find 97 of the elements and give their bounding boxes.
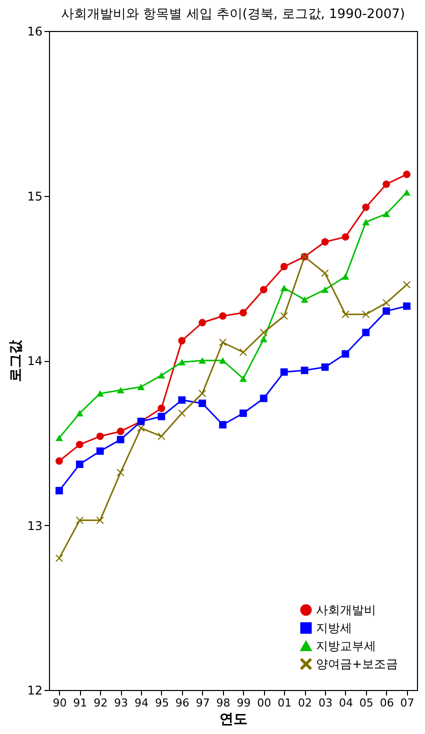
point bbox=[403, 189, 410, 196]
legend-label: 양여금+보조금 bbox=[316, 657, 398, 671]
y-axis-title: 로그값 bbox=[8, 339, 24, 382]
point bbox=[280, 262, 288, 270]
point bbox=[56, 457, 63, 465]
x-tick-label: 98 bbox=[216, 696, 230, 710]
point bbox=[321, 238, 329, 246]
point bbox=[198, 357, 206, 364]
point bbox=[382, 307, 390, 315]
point bbox=[382, 210, 390, 218]
point bbox=[96, 516, 104, 524]
point bbox=[342, 273, 350, 280]
point bbox=[280, 368, 288, 376]
point bbox=[342, 310, 350, 318]
point bbox=[178, 337, 186, 344]
point bbox=[219, 357, 226, 364]
point bbox=[300, 296, 308, 303]
x-tick-label: 94 bbox=[134, 696, 148, 710]
point bbox=[240, 309, 247, 316]
x-tick-label: 03 bbox=[318, 696, 332, 710]
point bbox=[116, 428, 124, 436]
point bbox=[362, 328, 370, 336]
point bbox=[158, 372, 166, 379]
point bbox=[403, 302, 410, 310]
x-tick-label: 05 bbox=[359, 696, 374, 710]
legend-label: 지방세 bbox=[316, 621, 352, 635]
point bbox=[382, 299, 390, 307]
x-tick-label: 06 bbox=[380, 696, 394, 710]
point bbox=[76, 440, 84, 448]
point bbox=[158, 404, 166, 412]
point bbox=[116, 386, 124, 394]
point bbox=[321, 286, 329, 293]
point bbox=[260, 286, 268, 294]
point bbox=[178, 410, 186, 417]
point bbox=[280, 284, 288, 292]
point bbox=[382, 180, 390, 188]
point bbox=[300, 366, 308, 374]
point bbox=[96, 447, 104, 455]
point bbox=[403, 281, 410, 288]
legend-label: 사회개발비 bbox=[316, 603, 376, 617]
x-tick-label: 91 bbox=[73, 696, 88, 710]
x-tick-label: 99 bbox=[236, 696, 251, 710]
x-tick-label: 02 bbox=[298, 696, 312, 710]
point bbox=[76, 410, 84, 416]
point bbox=[96, 432, 104, 440]
point bbox=[342, 350, 350, 358]
x-tick-label: 97 bbox=[196, 696, 210, 710]
point bbox=[76, 516, 84, 524]
point bbox=[198, 390, 206, 398]
x-tick-label: 00 bbox=[257, 696, 272, 710]
point bbox=[321, 269, 329, 277]
point bbox=[219, 312, 226, 320]
x-axis-title: 연도 bbox=[220, 712, 248, 728]
x-tick-label: 07 bbox=[400, 696, 414, 710]
x-tick-label: 90 bbox=[52, 696, 67, 710]
point bbox=[219, 338, 226, 346]
y-tick-label: 13 bbox=[27, 518, 42, 533]
point bbox=[260, 394, 268, 402]
point bbox=[56, 434, 63, 442]
x-tick-label: 92 bbox=[94, 696, 108, 710]
point bbox=[362, 204, 370, 211]
point bbox=[56, 554, 63, 562]
x-tick-label: 01 bbox=[278, 696, 292, 710]
point bbox=[260, 328, 268, 336]
point bbox=[240, 375, 247, 382]
x-tick-label: 04 bbox=[338, 696, 353, 710]
y-tick-label: 16 bbox=[27, 24, 42, 38]
legend-label: 지방교부세 bbox=[316, 639, 376, 653]
point bbox=[321, 363, 329, 371]
x-tick-label: 95 bbox=[154, 696, 169, 710]
point bbox=[198, 400, 206, 408]
point bbox=[240, 348, 247, 356]
point bbox=[116, 468, 124, 476]
point bbox=[116, 436, 124, 444]
x-tick-label: 93 bbox=[114, 696, 128, 710]
point bbox=[403, 170, 410, 178]
point bbox=[219, 421, 226, 428]
y-tick-label: 12 bbox=[27, 684, 42, 698]
point bbox=[158, 432, 166, 440]
chart-title: 사회개발비와 항목별 세입 추이(경북, 로그값, 1990-2007) bbox=[61, 7, 405, 22]
x-tick-label: 96 bbox=[175, 696, 190, 710]
point bbox=[158, 412, 166, 420]
point bbox=[137, 424, 145, 432]
point bbox=[76, 460, 84, 468]
point bbox=[342, 233, 350, 241]
point bbox=[178, 358, 186, 366]
point bbox=[56, 486, 63, 494]
point bbox=[280, 312, 288, 320]
point bbox=[96, 390, 104, 397]
y-tick-label: 14 bbox=[27, 354, 42, 368]
point bbox=[198, 318, 206, 326]
point bbox=[362, 218, 370, 226]
point bbox=[178, 396, 186, 404]
point bbox=[260, 336, 268, 342]
point bbox=[137, 384, 145, 390]
y-tick-label: 15 bbox=[27, 189, 42, 204]
point bbox=[240, 410, 247, 417]
